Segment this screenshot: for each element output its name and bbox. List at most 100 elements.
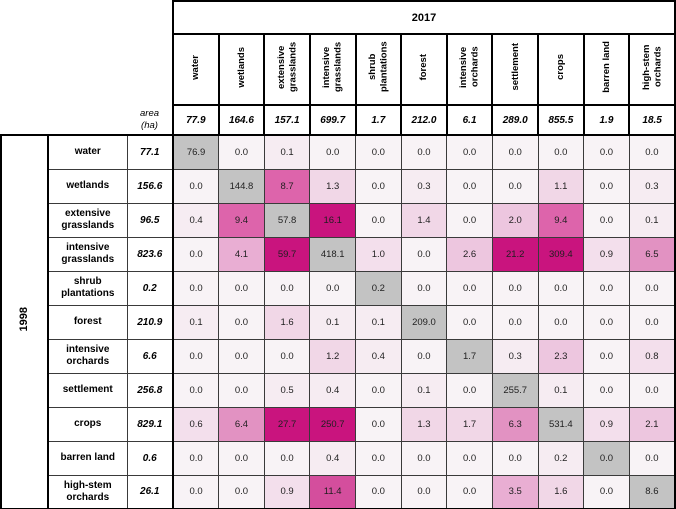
row-area-crops: 829.1 [126, 406, 174, 442]
cell-intensive-orchards-to-intensive-orchards: 1.7 [446, 338, 493, 374]
col-header-label: intensive orchards [458, 46, 481, 88]
cell-forest-to-extensive-grasslands: 1.6 [263, 304, 311, 340]
cell-intensive-orchards-to-wetlands: 0.0 [218, 338, 265, 374]
col-header-label: intensive grasslands [321, 41, 344, 93]
cell-intensive-grasslands-to-extensive-grasslands: 59.7 [263, 236, 311, 272]
cell-wetlands-to-extensive-grasslands: 8.7 [263, 168, 311, 204]
cell-extensive-grasslands-to-extensive-grasslands: 57.8 [263, 202, 311, 238]
cell-intensive-orchards-to-intensive-grasslands: 1.2 [309, 338, 357, 374]
cell-water-to-high-stem-orchards: 0.0 [628, 134, 676, 170]
col-area-water: 77.9 [172, 104, 220, 136]
col-header-label: settlement [509, 43, 521, 91]
cell-forest-to-forest: 209.0 [400, 304, 448, 340]
col-header-high-stem-orchards: high-stem orchards [628, 33, 676, 106]
cell-extensive-grasslands-to-forest: 1.4 [400, 202, 448, 238]
col-area-high-stem-orchards: 18.5 [628, 104, 676, 136]
cell-settlement-to-wetlands: 0.0 [218, 372, 265, 408]
cell-forest-to-shrub-plantations: 0.1 [355, 304, 402, 340]
area-ha-label-line1: area [140, 107, 160, 119]
cell-crops-to-shrub-plantations: 0.0 [355, 406, 402, 442]
row-area-barren-land: 0.6 [126, 440, 174, 476]
row-header-extensive-grasslands: extensive grasslands [47, 202, 128, 238]
matrix-row-crops: crops 829.1 0.6 6.4 27.7 250.7 0.0 1.3 1.7 6.3 531… [1, 406, 676, 442]
cell-settlement-to-intensive-orchards: 0.0 [446, 372, 493, 408]
row-area-extensive-grasslands: 96.5 [126, 202, 174, 238]
matrix-row-barren-land: barren land 0.6 0.0 0.0 0.0 0.4 0.0 0.0 0.0 0.0 0.… [1, 440, 676, 476]
row-header-water: water [47, 134, 128, 170]
row-header-high-stem-orchards: high-stem orchards [47, 474, 128, 509]
cell-shrub-plantations-to-intensive-grasslands: 0.0 [309, 270, 357, 306]
area-left-blank [1, 105, 127, 135]
cell-shrub-plantations-to-intensive-orchards: 0.0 [446, 270, 493, 306]
cell-intensive-grasslands-to-shrub-plantations: 1.0 [355, 236, 402, 272]
area-ha-label: area (ha) [127, 105, 174, 135]
cell-intensive-orchards-to-settlement: 0.3 [491, 338, 539, 374]
cell-high-stem-orchards-to-extensive-grasslands: 0.9 [263, 474, 311, 509]
cell-intensive-grasslands-to-water: 0.0 [172, 236, 220, 272]
cell-crops-to-settlement: 6.3 [491, 406, 539, 442]
column-headers-row: water wetlands extensive grasslands intensi… [1, 33, 676, 106]
cell-crops-to-high-stem-orchards: 2.1 [628, 406, 676, 442]
cell-water-to-wetlands: 0.0 [218, 134, 265, 170]
matrix-row-settlement: settlement 256.8 0.0 0.0 0.5 0.4 0.0 0.1 0.0 255.… [1, 372, 676, 408]
cell-extensive-grasslands-to-water: 0.4 [172, 202, 220, 238]
cell-settlement-to-extensive-grasslands: 0.5 [263, 372, 311, 408]
cell-barren-land-to-extensive-grasslands: 0.0 [263, 440, 311, 476]
cell-intensive-grasslands-to-intensive-orchards: 2.6 [446, 236, 493, 272]
cell-barren-land-to-intensive-grasslands: 0.4 [309, 440, 357, 476]
cell-intensive-orchards-to-water: 0.0 [172, 338, 220, 374]
top-left-blank [1, 1, 174, 34]
cell-wetlands-to-wetlands: 144.8 [218, 168, 265, 204]
cell-intensive-orchards-to-forest: 0.0 [400, 338, 448, 374]
cell-crops-to-intensive-grasslands: 250.7 [309, 406, 357, 442]
cell-settlement-to-water: 0.0 [172, 372, 220, 408]
cell-shrub-plantations-to-settlement: 0.0 [491, 270, 539, 306]
cell-high-stem-orchards-to-intensive-orchards: 0.0 [446, 474, 493, 509]
col-header-shrub-plantations: shrub plantations [354, 33, 403, 106]
row-area-high-stem-orchards: 26.1 [126, 474, 174, 509]
col-area-forest: 212.0 [400, 104, 448, 136]
cell-shrub-plantations-to-high-stem-orchards: 0.0 [628, 270, 676, 306]
col-header-forest: forest [400, 33, 448, 106]
col-area-extensive-grasslands: 157.1 [263, 104, 311, 136]
cell-water-to-shrub-plantations: 0.0 [355, 134, 402, 170]
cell-extensive-grasslands-to-high-stem-orchards: 0.1 [628, 202, 676, 238]
cell-forest-to-crops: 0.0 [537, 304, 585, 340]
cell-barren-land-to-intensive-orchards: 0.0 [446, 440, 493, 476]
col-header-label: shrub plantations [366, 41, 390, 93]
cell-intensive-grasslands-to-barren-land: 0.9 [583, 236, 630, 272]
row-header-intensive-grasslands: intensive grasslands [47, 236, 128, 272]
cell-wetlands-to-high-stem-orchards: 0.3 [628, 168, 676, 204]
cell-crops-to-crops: 531.4 [537, 406, 585, 442]
row-area-shrub-plantations: 0.2 [126, 270, 174, 306]
row-header-shrub-plantations: shrub plantations [47, 270, 128, 306]
cell-wetlands-to-forest: 0.3 [400, 168, 448, 204]
col-group-header-2017: 2017 [172, 0, 676, 35]
cell-extensive-grasslands-to-crops: 9.4 [537, 202, 585, 238]
col-header-label: barren land [600, 41, 612, 93]
cell-crops-to-extensive-grasslands: 27.7 [263, 406, 311, 442]
cell-high-stem-orchards-to-crops: 1.6 [537, 474, 585, 509]
matrix-row-intensive-grasslands: intensive grasslands 823.6 0.0 4.1 59.7 418.1… [1, 236, 676, 272]
cell-shrub-plantations-to-water: 0.0 [172, 270, 220, 306]
cell-extensive-grasslands-to-settlement: 2.0 [491, 202, 539, 238]
cell-settlement-to-high-stem-orchards: 0.0 [628, 372, 676, 408]
col-header-label: water [190, 54, 202, 80]
col-area-settlement: 289.0 [491, 104, 540, 136]
row-area-intensive-orchards: 6.6 [126, 338, 174, 374]
cell-intensive-orchards-to-shrub-plantations: 0.4 [355, 338, 402, 374]
cell-wetlands-to-settlement: 0.0 [491, 168, 539, 204]
cell-barren-land-to-water: 0.0 [172, 440, 220, 476]
row-group-header-1998: 1998 [0, 134, 49, 509]
row-header-wetlands: wetlands [47, 168, 128, 204]
cell-intensive-orchards-to-crops: 2.3 [537, 338, 585, 374]
cell-barren-land-to-shrub-plantations: 0.0 [355, 440, 402, 476]
cell-extensive-grasslands-to-intensive-grasslands: 16.1 [309, 202, 357, 238]
row-area-settlement: 256.8 [126, 372, 174, 408]
cell-extensive-grasslands-to-intensive-orchards: 0.0 [446, 202, 493, 238]
cell-forest-to-water: 0.1 [172, 304, 220, 340]
row-area-forest: 210.9 [126, 304, 174, 340]
cell-intensive-orchards-to-high-stem-orchards: 0.8 [628, 338, 676, 374]
cell-settlement-to-intensive-grasslands: 0.4 [309, 372, 357, 408]
col-header-label: forest [418, 53, 430, 81]
